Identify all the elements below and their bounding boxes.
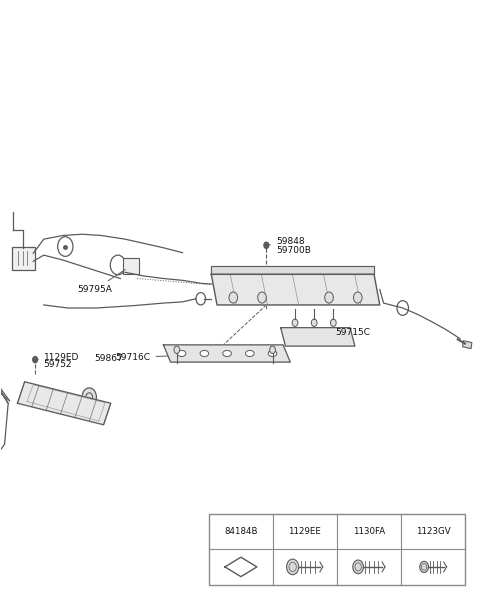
Circle shape [264, 242, 269, 248]
Ellipse shape [200, 351, 209, 357]
Text: 59700B: 59700B [276, 246, 311, 255]
Polygon shape [281, 328, 355, 346]
Polygon shape [17, 382, 111, 425]
Ellipse shape [223, 351, 231, 357]
Circle shape [324, 292, 333, 303]
Ellipse shape [268, 351, 277, 357]
Polygon shape [211, 274, 380, 305]
Bar [463, 341, 472, 349]
Text: 59867: 59867 [94, 354, 123, 363]
Text: 59716C: 59716C [116, 353, 168, 362]
Text: 59848: 59848 [269, 237, 304, 246]
Polygon shape [211, 265, 374, 274]
Circle shape [420, 561, 429, 572]
Text: 1129ED: 1129ED [38, 353, 79, 362]
Text: 59795A: 59795A [77, 270, 125, 294]
Circle shape [312, 319, 317, 326]
Circle shape [330, 319, 336, 326]
Circle shape [258, 292, 266, 303]
FancyBboxPatch shape [123, 257, 139, 274]
Polygon shape [163, 345, 290, 362]
Circle shape [353, 292, 362, 303]
Circle shape [287, 559, 299, 575]
Bar [209, 514, 465, 585]
Circle shape [33, 357, 37, 363]
Text: 1130FA: 1130FA [353, 527, 385, 536]
Circle shape [292, 319, 298, 326]
Text: 1123GV: 1123GV [416, 527, 450, 536]
Ellipse shape [177, 351, 186, 357]
Circle shape [229, 292, 238, 303]
Text: 1129EE: 1129EE [288, 527, 321, 536]
Circle shape [353, 560, 363, 573]
Text: 84184B: 84184B [224, 527, 258, 536]
Circle shape [270, 346, 276, 354]
Ellipse shape [245, 351, 254, 357]
Text: 59752: 59752 [44, 360, 72, 369]
Circle shape [174, 346, 180, 354]
Text: 59715C: 59715C [336, 328, 371, 337]
FancyBboxPatch shape [12, 246, 35, 270]
Circle shape [82, 388, 96, 407]
